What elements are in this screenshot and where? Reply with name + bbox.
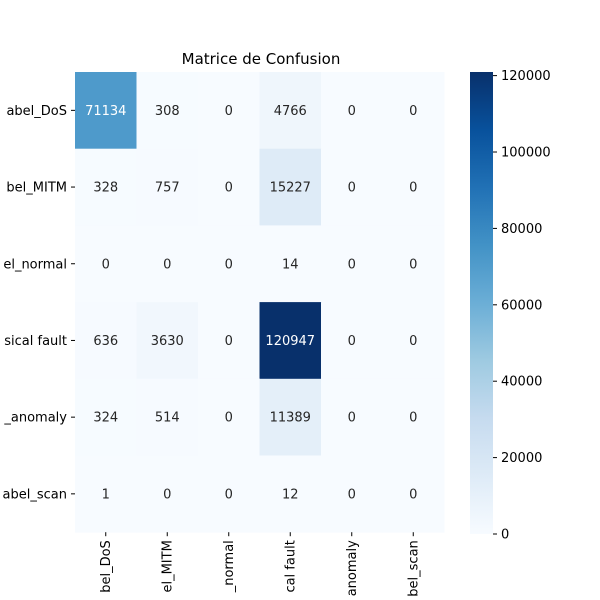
heatmap-cell [75,225,137,303]
heatmap-cell [198,455,260,533]
colorbar-tick-label: 20000 [501,451,542,466]
colorbar-tick-label: 0 [501,528,509,543]
cell-value-label: 0 [348,487,356,502]
cell-value-label: 4766 [274,104,307,119]
cell-value-label: 0 [163,487,171,502]
colorbar-tick-label: 60000 [501,298,542,313]
cell-value-label: 15227 [270,181,311,196]
cell-value-label: 0 [225,411,233,426]
heatmap-cell [198,72,260,150]
heatmap-cell [136,225,199,303]
chart-title: Matrice de Confusion [182,50,341,68]
cell-value-label: 328 [93,181,118,196]
heatmap-cell [259,148,322,226]
heatmap-cell [259,72,322,150]
heatmap-cell [198,148,260,226]
cell-value-label: 0 [225,181,233,196]
heatmap-cell [321,302,383,380]
colorbar-tick-label: 120000 [501,69,551,84]
heatmap-cell [382,455,445,533]
cell-value-label: 0 [348,257,356,272]
colorbar-gradient [470,72,493,534]
cell-value-label: 324 [93,411,118,426]
heatmap-cell [321,455,383,533]
cell-value-label: 757 [155,181,180,196]
heatmap-cell [75,72,137,150]
y-tick-label: el_normal [3,257,67,272]
x-tick-label: bel_scan [407,540,422,597]
cell-value-label: 0 [102,257,110,272]
cell-value-label: 0 [225,104,233,119]
heatmap-cell [198,378,260,456]
heatmap-cell [136,148,199,226]
cell-value-label: 3630 [151,334,184,349]
heatmap-cell [75,455,137,533]
colorbar-tick-label: 80000 [501,222,542,237]
cell-value-label: 120947 [265,334,315,349]
cell-value-label: 0 [409,257,417,272]
cell-value-label: 1 [102,487,110,502]
heatmap-cell [136,302,199,380]
heatmap-cells [75,72,445,533]
heatmap-cell [136,72,199,150]
y-tick-label: _anomaly [3,411,67,426]
cell-value-label: 0 [348,181,356,196]
cell-value-label: 14 [282,257,299,272]
cell-value-label: 11389 [270,411,311,426]
heatmap-cell [259,378,322,456]
heatmap-cell [382,302,445,380]
heatmap-cell [382,225,445,303]
colorbar: 0 20000 40000 60000 80000 100000 120000 [470,69,551,543]
colorbar-tick-label: 40000 [501,375,542,390]
y-tick-label: sical fault [4,334,67,349]
heatmap-cell [75,148,137,226]
heatmap-cell [136,455,199,533]
x-tick-label: _normal [222,540,237,593]
y-tick-label: bel_MITM [6,181,67,196]
heatmap-cell [136,378,199,456]
cell-value-label: 0 [348,411,356,426]
heatmap-cell [198,302,260,380]
heatmap-cell [321,72,383,150]
heatmap-cell [75,378,137,456]
heatmap-cell [259,302,322,380]
cell-value-label: 0 [409,411,417,426]
heatmap-cell [321,148,383,226]
heatmap-cell [382,72,445,150]
x-axis: bel_DoS el_MITM _normal cal fault anomaly bel… [99,532,422,597]
heatmap-annotations: 71134 308 0 4766 0 0 328 757 0 15227 0 0 0 0 0 14 0 0 636 3… [85,104,417,503]
cell-value-label: 0 [225,334,233,349]
y-tick-label: abel_DoS [6,104,67,119]
cell-value-label: 12 [282,487,299,502]
heatmap-cell [198,225,260,303]
heatmap-cell [259,225,322,303]
x-tick-label: anomaly [345,540,360,596]
cell-value-label: 0 [348,104,356,119]
cell-value-label: 0 [409,334,417,349]
heatmap-cell [382,378,445,456]
colorbar-tick-label: 100000 [501,146,551,161]
heatmap-cell [75,302,137,380]
cell-value-label: 0 [409,104,417,119]
y-tick-label: abel_scan [3,487,67,502]
cell-value-label: 636 [93,334,118,349]
cell-value-label: 0 [409,181,417,196]
x-tick-label: el_MITM [161,540,176,592]
heatmap-cell [382,148,445,226]
cell-value-label: 0 [163,257,171,272]
cell-value-label: 0 [409,487,417,502]
cell-value-label: 0 [225,487,233,502]
cell-value-label: 308 [155,104,180,119]
x-tick-label: bel_DoS [99,540,114,593]
heatmap-cell [321,378,383,456]
x-tick-label: cal fault [284,540,299,592]
cell-value-label: 0 [348,334,356,349]
cell-value-label: 514 [155,411,180,426]
cell-value-label: 71134 [85,104,126,119]
heatmap-cell [321,225,383,303]
cell-value-label: 0 [225,257,233,272]
heatmap-cell [259,455,322,533]
